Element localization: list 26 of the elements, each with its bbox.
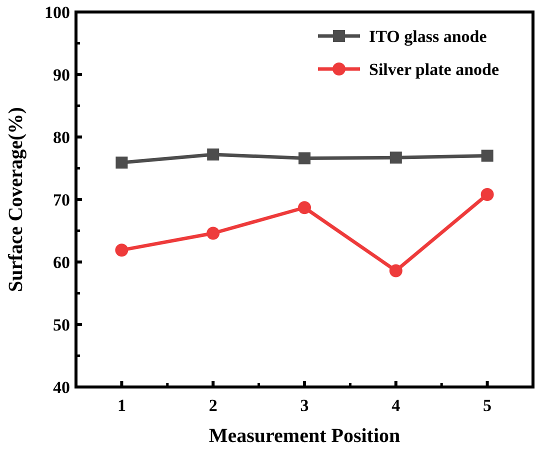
y-tick-label: 40 (53, 378, 70, 397)
y-tick-label: 50 (53, 315, 70, 334)
x-tick-label: 2 (208, 396, 218, 415)
y-tick-label: 100 (44, 2, 70, 22)
y-tick-label: 70 (53, 190, 70, 210)
point (481, 150, 494, 162)
y-tick-label: 80 (53, 128, 70, 147)
x-tick-label: 5 (483, 396, 492, 415)
point (390, 152, 402, 164)
x-axis-title: Measurement Position (208, 425, 400, 447)
point (389, 264, 402, 278)
point (298, 152, 310, 164)
x-tick-label: 1 (117, 396, 126, 415)
point (480, 188, 494, 201)
point (115, 244, 128, 257)
y-axis-title: Surface Coverage(%) (5, 107, 27, 292)
point (207, 148, 220, 160)
y-tick-label: 90 (53, 65, 70, 84)
x-tick-label: 4 (392, 396, 401, 415)
x-tick-label: 3 (300, 396, 309, 415)
point (206, 226, 220, 240)
legend-label: ITO glass anode (369, 26, 488, 46)
legend-label: Silver plate anode (369, 60, 500, 79)
y-tick-label: 60 (53, 252, 70, 272)
point (116, 156, 128, 169)
point (298, 201, 311, 214)
